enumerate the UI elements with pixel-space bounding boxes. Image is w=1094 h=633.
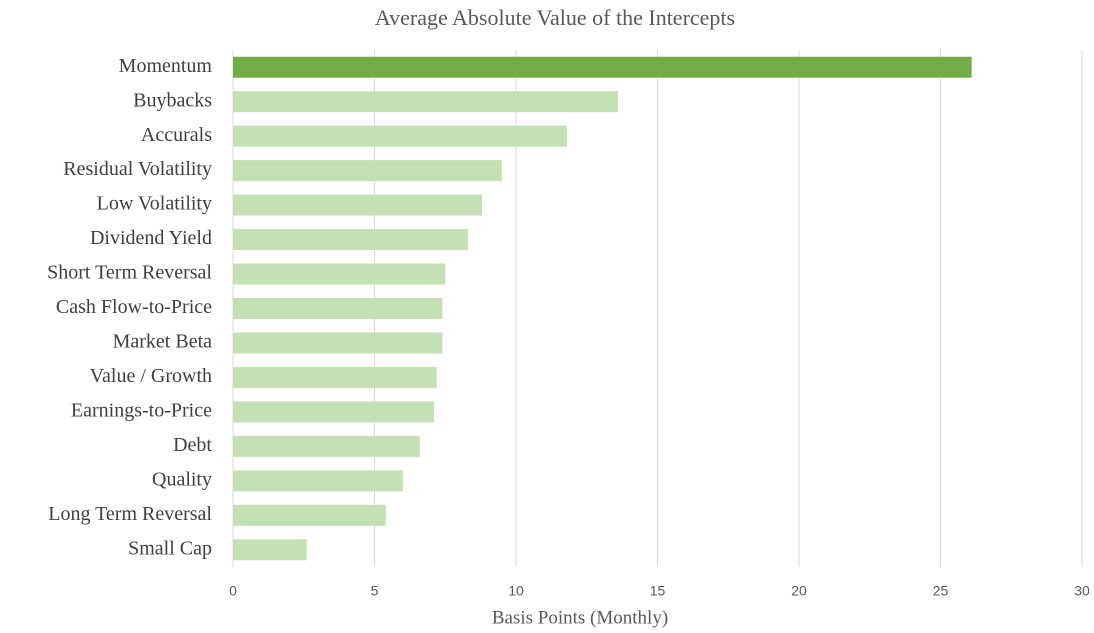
x-tick-label: 25	[933, 583, 949, 599]
bar	[233, 401, 434, 423]
y-tick-label: Earnings-to-Price	[71, 399, 212, 421]
bar	[233, 91, 618, 113]
bar	[233, 366, 437, 388]
bar	[233, 298, 443, 319]
bar	[233, 539, 307, 561]
bar	[233, 332, 443, 354]
bar	[233, 504, 386, 526]
bar	[233, 435, 420, 457]
bar	[233, 160, 502, 182]
x-tick-label: 30	[1074, 583, 1090, 599]
y-tick-label: Market Beta	[113, 331, 213, 353]
x-tick-label: 5	[371, 583, 379, 599]
y-tick-label: Residual Volatility	[63, 158, 212, 180]
y-tick-label: Short Term Reversal	[47, 262, 212, 284]
x-tick-label: 20	[791, 583, 807, 599]
bar	[233, 125, 567, 147]
y-tick-label: Quality	[152, 468, 212, 490]
y-tick-label: Low Volatility	[97, 193, 212, 215]
x-axis-label: Basis Points (Monthly)	[492, 607, 668, 628]
y-tick-label: Momentum	[119, 55, 213, 77]
x-tick-label: 10	[508, 583, 524, 599]
y-tick-label: Long Term Reversal	[48, 503, 212, 525]
bar	[233, 194, 483, 216]
bar	[233, 229, 468, 251]
y-tick-label: Cash Flow-to-Price	[56, 296, 212, 318]
y-tick-label: Dividend Yield	[90, 227, 212, 249]
y-tick-label: Buybacks	[133, 89, 212, 111]
bar	[233, 56, 972, 78]
x-tick-label: 0	[229, 583, 237, 599]
bar	[233, 263, 446, 285]
y-tick-label: Value / Growth	[90, 365, 212, 387]
bar	[233, 470, 403, 492]
y-tick-label: Accurals	[141, 124, 212, 146]
chart-title: Average Absolute Value of the Intercepts	[375, 5, 735, 30]
x-tick-label: 15	[650, 583, 666, 599]
y-tick-label: Debt	[173, 434, 212, 456]
y-tick-label: Small Cap	[128, 537, 212, 559]
